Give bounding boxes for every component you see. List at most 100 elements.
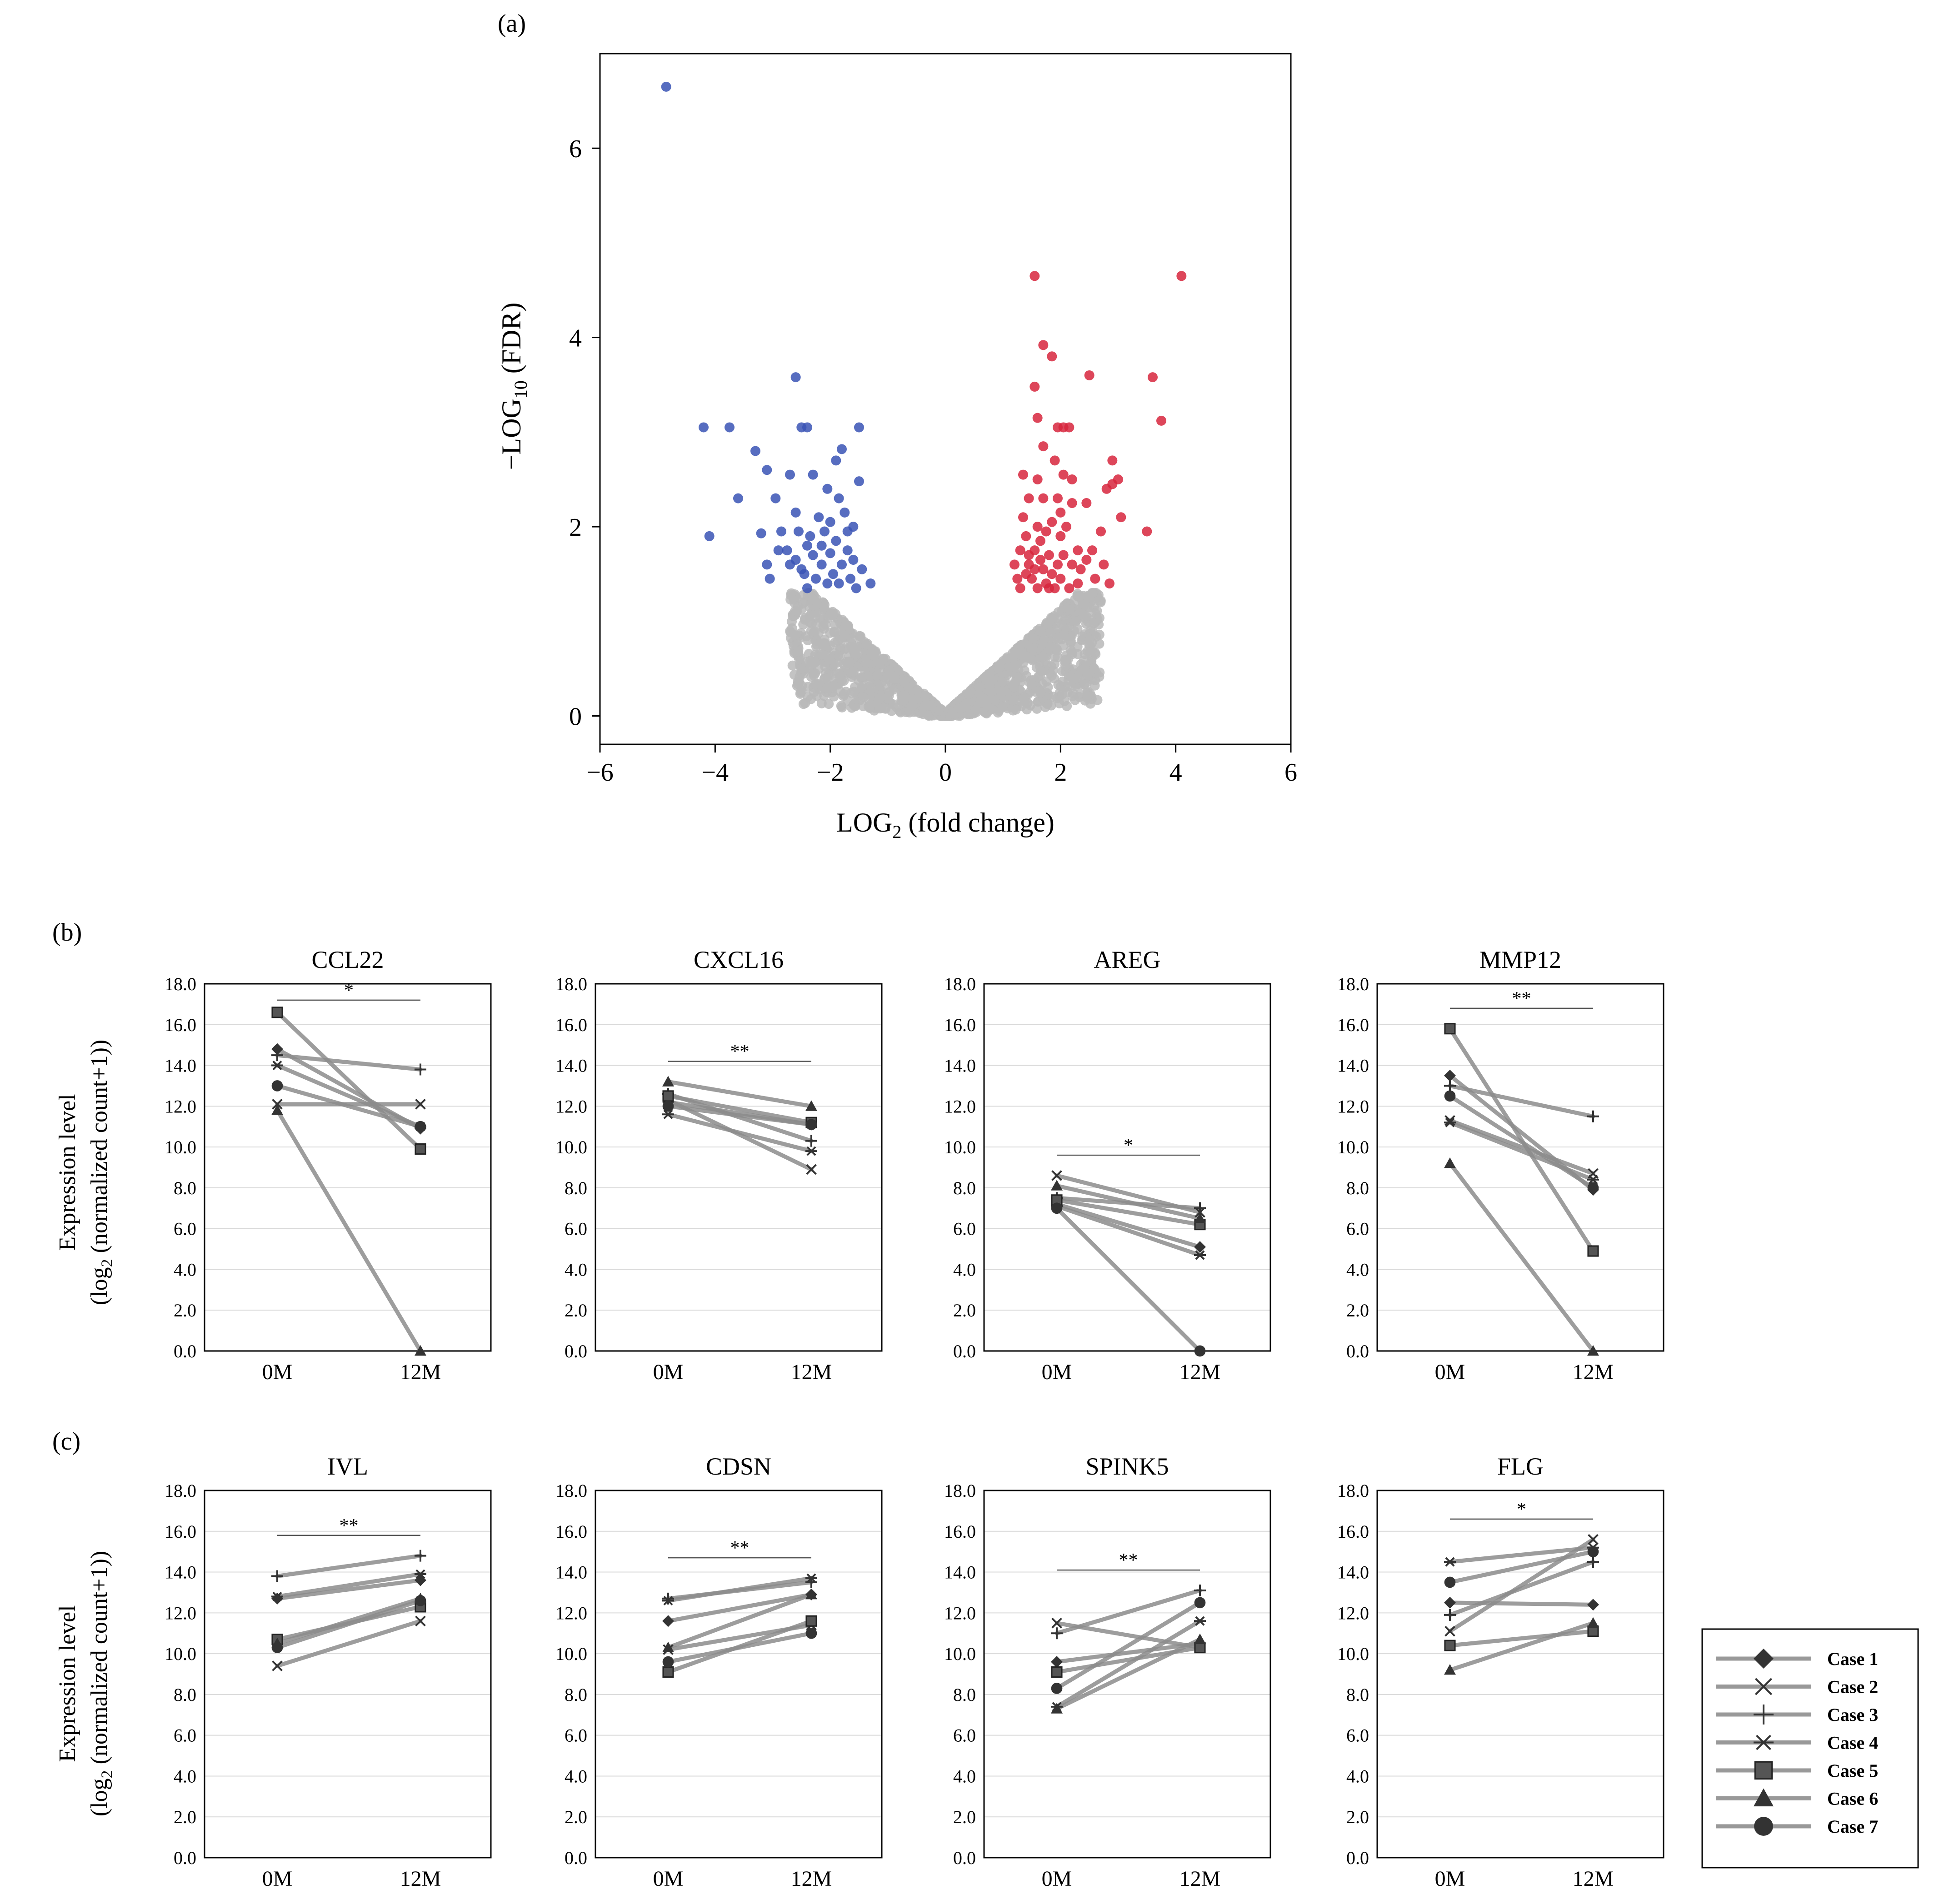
up-point	[1142, 526, 1152, 537]
ns-point	[1037, 652, 1048, 662]
line-panel-spink5: 0.0 2.0 4.0 6.0 8.0 10.0 12.0 14.0 16.0 18.0 0M 12M…	[944, 1453, 1271, 1891]
series-line	[275, 1063, 423, 1129]
panel-title: MMP12	[1479, 946, 1561, 973]
data-point	[662, 1592, 674, 1605]
data-point	[1444, 1596, 1456, 1609]
panel-frame	[595, 983, 883, 1352]
ns-point	[1084, 635, 1095, 646]
panel-frame	[204, 1490, 492, 1859]
ns-point	[979, 693, 989, 704]
down-point	[811, 573, 821, 584]
y-tick-label: 18.0	[1337, 1480, 1369, 1501]
series-line	[275, 1596, 423, 1646]
ns-point	[971, 704, 981, 715]
ns-point	[1053, 680, 1064, 690]
ns-point	[1027, 679, 1037, 690]
down-point	[837, 559, 847, 570]
down-point	[661, 81, 671, 92]
data-point	[1194, 1616, 1206, 1626]
ns-point	[1060, 661, 1070, 671]
significance-label: *	[1124, 1135, 1133, 1156]
series-line	[1054, 1183, 1202, 1221]
series-line	[275, 1108, 423, 1353]
down-point	[782, 545, 792, 556]
data-point	[662, 1076, 674, 1087]
ns-point	[836, 701, 846, 711]
down-point	[820, 526, 830, 537]
ns-point	[1045, 628, 1056, 638]
significance-label: **	[340, 1515, 359, 1536]
data-point	[1051, 1627, 1063, 1640]
up-point	[1015, 583, 1025, 593]
ns-point	[1059, 630, 1069, 640]
x-category-label: 0M	[1042, 1867, 1072, 1891]
panel-frame	[204, 983, 492, 1352]
y-tick-label: 10.0	[1337, 1644, 1369, 1664]
x-category-label: 12M	[1573, 1867, 1614, 1891]
data-point	[415, 1569, 426, 1579]
data-point	[662, 1100, 674, 1112]
ns-point	[1019, 697, 1030, 707]
data-point	[1051, 1170, 1062, 1181]
ns-point	[812, 639, 822, 650]
ns-point	[852, 641, 862, 652]
ns-point	[918, 709, 928, 719]
data-point	[271, 1061, 283, 1071]
x-tick-label: 0	[939, 758, 952, 787]
series-line	[275, 1554, 423, 1579]
down-point	[840, 507, 850, 518]
series-line	[275, 1010, 423, 1151]
significance-label: *	[344, 980, 354, 1001]
y-tick-label: 18.0	[555, 974, 587, 994]
up-point	[1156, 415, 1166, 426]
y-tick-label: 12.0	[165, 1096, 196, 1116]
y-tick-label: 8.0	[174, 1685, 196, 1705]
data-point	[415, 1550, 426, 1562]
data-point	[271, 1570, 283, 1582]
data-point	[805, 1119, 817, 1131]
data-point	[1444, 1115, 1455, 1126]
legend-marker	[1754, 1735, 1774, 1750]
down-point	[854, 422, 864, 433]
line-panel-ccl22: 0.0 2.0 4.0 6.0 8.0 10.0 12.0 14.0 16.0 18.0 0M 12M…	[165, 946, 492, 1384]
legend-label: Case 3	[1827, 1705, 1878, 1725]
ns-point	[796, 686, 807, 696]
x-category-label: 12M	[791, 1360, 832, 1384]
ns-point	[825, 654, 835, 665]
down-point	[699, 422, 709, 433]
x-category-label: 0M	[1435, 1360, 1465, 1384]
series-line	[1448, 1545, 1595, 1564]
ns-point	[849, 687, 859, 697]
y-tick-label: 18.0	[165, 974, 196, 994]
y-tick-label: 10.0	[1337, 1137, 1369, 1157]
down-point	[822, 483, 833, 494]
volcano-x-ticks: −6 −4 −2 0 2 4 6	[586, 744, 1297, 787]
ns-point	[1079, 649, 1090, 659]
legend-marker	[1754, 1761, 1773, 1780]
data-point	[415, 1345, 426, 1356]
data-point	[1051, 1666, 1063, 1678]
data-point	[1194, 1250, 1206, 1260]
ns-point	[1074, 591, 1085, 601]
ns-point	[826, 608, 836, 618]
down-point	[854, 476, 864, 487]
up-point	[1176, 271, 1187, 281]
y-tick-label: 16.0	[165, 1015, 196, 1035]
series-line	[275, 1083, 423, 1129]
y-tick-label: 0.0	[174, 1848, 196, 1868]
y-tick-label: 16.0	[944, 1521, 976, 1542]
line-panel-cdsn: 0.0 2.0 4.0 6.0 8.0 10.0 12.0 14.0 16.0 18.0 0M 12M…	[555, 1453, 883, 1891]
data-point	[271, 1592, 283, 1605]
row-c-y-axis-label-2: (log2 (normalized count+1))	[86, 1551, 116, 1816]
x-tick-label: −2	[817, 758, 844, 787]
up-point	[1038, 564, 1049, 574]
y-tick-label: 12.0	[1337, 1603, 1369, 1623]
x-tick-label: −6	[586, 758, 614, 787]
y-tick-label: 14.0	[555, 1562, 587, 1583]
ns-point	[810, 626, 820, 637]
panel-label-b: (b)	[52, 918, 82, 947]
data-point	[1444, 1625, 1455, 1637]
panel-label-c: (c)	[52, 1427, 80, 1455]
y-tick-label: 2.0	[1346, 1807, 1369, 1827]
data-point	[805, 1573, 817, 1583]
